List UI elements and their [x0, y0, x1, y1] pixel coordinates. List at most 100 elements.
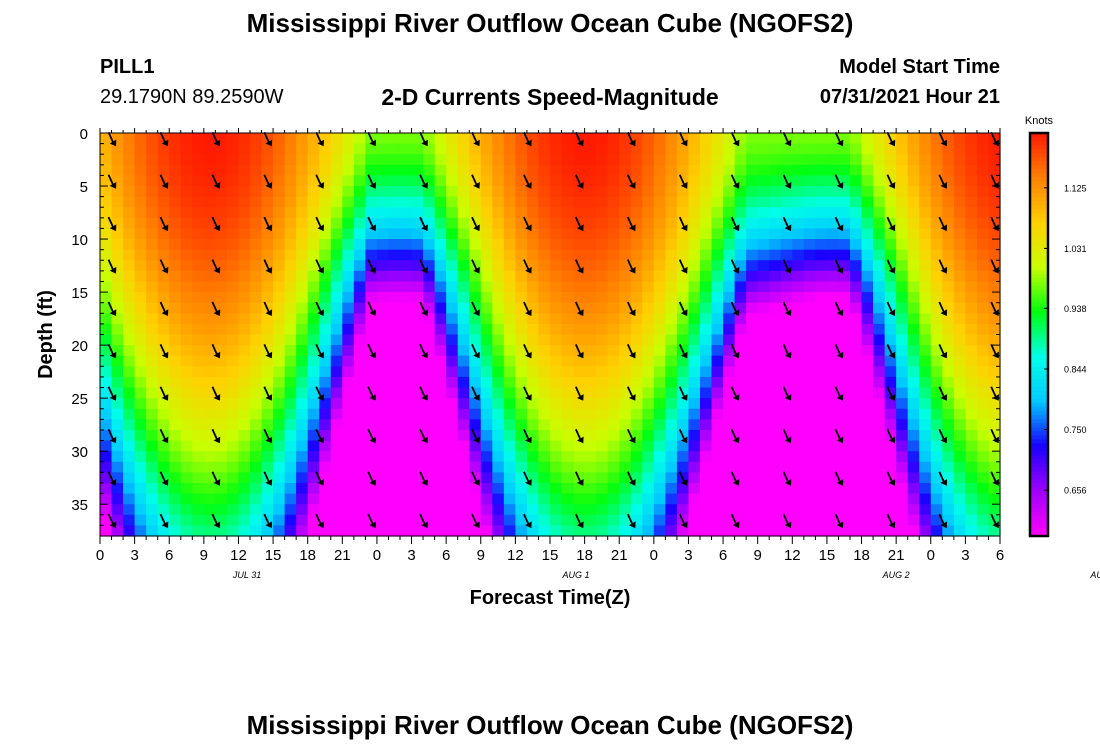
heatmap-cell [111, 133, 124, 145]
heatmap-cell [573, 323, 586, 336]
heatmap-cell [330, 164, 343, 177]
heatmap-cell [769, 440, 782, 452]
heatmap-cell [273, 143, 286, 155]
heatmap-cell [388, 472, 401, 484]
heatmap-cell [850, 493, 863, 505]
current-arrow [834, 131, 844, 147]
heatmap-cell [676, 419, 690, 431]
colorbar-segment [1030, 137, 1048, 142]
heatmap-cell [434, 196, 447, 208]
current-arrow [419, 428, 428, 444]
heatmap-cell [734, 419, 747, 431]
heatmap-cell [423, 472, 436, 484]
heatmap-cell [330, 260, 343, 272]
heatmap-cell [526, 504, 540, 516]
heatmap-cell [307, 323, 320, 336]
heatmap-cell [642, 408, 655, 420]
heatmap-cell [976, 323, 990, 336]
heatmap-cell [319, 355, 332, 367]
heatmap-cell [469, 440, 482, 452]
current-arrow [886, 301, 896, 316]
heatmap-cell [307, 270, 320, 283]
heatmap-cell [515, 472, 528, 484]
heatmap-cell [526, 419, 540, 431]
heatmap-cell [353, 228, 366, 240]
current-arrow [367, 174, 376, 189]
heatmap-cell [584, 398, 597, 410]
heatmap-cell [273, 281, 286, 293]
heatmap-cell [873, 302, 886, 314]
heatmap-cell [307, 525, 320, 537]
heatmap-cell [573, 525, 586, 537]
heatmap-cell [792, 504, 805, 516]
heatmap-cell [111, 186, 124, 198]
heatmap-cell [411, 355, 424, 367]
heatmap-cell [826, 186, 840, 198]
heatmap-cell [930, 249, 943, 261]
heatmap-cell [457, 270, 470, 283]
heatmap-cell [353, 334, 366, 346]
current-arrow [678, 259, 688, 274]
heatmap-cell [723, 154, 736, 166]
colorbar-segment [1030, 149, 1048, 154]
heatmap-cell [169, 334, 182, 346]
current-arrow [315, 174, 324, 189]
heatmap-cell [953, 398, 966, 410]
heatmap-cell [100, 366, 113, 378]
heatmap-cell [711, 217, 724, 230]
heatmap-cell [653, 175, 666, 187]
heatmap-cell [261, 376, 274, 389]
heatmap-cell [469, 196, 482, 208]
heatmap-cell [411, 186, 424, 198]
heatmap-cell [642, 451, 655, 463]
heatmap-cell [919, 355, 932, 367]
heatmap-cell [123, 514, 136, 526]
heatmap-cell [919, 143, 932, 155]
current-arrow [315, 513, 324, 529]
current-arrow [990, 131, 999, 147]
heatmap-cell [226, 419, 240, 431]
heatmap-cell [734, 175, 747, 187]
heatmap-cell [815, 207, 828, 219]
heatmap-cell [134, 387, 147, 399]
heatmap-cell [988, 366, 1001, 378]
heatmap-cell [642, 175, 655, 187]
heatmap-cell [284, 228, 297, 240]
heatmap-cell [434, 461, 447, 473]
heatmap-cell [446, 270, 459, 283]
heatmap-cell [953, 419, 966, 431]
colorbar-tick-label: 0.938 [1064, 304, 1087, 314]
heatmap-cell [250, 249, 263, 261]
heatmap-cell [411, 313, 424, 325]
heatmap-cell [538, 281, 551, 293]
colorbar-segment [1030, 253, 1048, 259]
heatmap-cell [734, 270, 747, 283]
heatmap-cell [815, 504, 828, 516]
heatmap-cell [353, 281, 366, 293]
heatmap-cell [526, 429, 540, 442]
heatmap-cell [296, 249, 309, 261]
heatmap-cell [930, 186, 943, 198]
current-vectors [107, 131, 999, 529]
heatmap-cell [215, 143, 228, 155]
heatmap-cell [596, 514, 609, 526]
heatmap-cell [284, 525, 297, 537]
heatmap-cell [826, 175, 840, 187]
heatmap-cell [919, 164, 932, 177]
x-tick-label: 12 [784, 547, 801, 564]
colorbar-segment [1030, 326, 1048, 332]
current-arrow [159, 471, 169, 486]
heatmap-cell [573, 143, 586, 155]
heatmap-cell [665, 482, 678, 495]
heatmap-cell [296, 440, 309, 452]
heatmap-cell [734, 376, 747, 389]
heatmap-cell [192, 292, 205, 304]
current-arrow [263, 131, 273, 147]
heatmap-cell [769, 461, 782, 473]
heatmap-cell [873, 408, 886, 420]
heatmap-cell [792, 323, 805, 336]
heatmap-cell [607, 228, 620, 240]
heatmap-cell [134, 186, 147, 198]
heatmap-cell [942, 472, 955, 484]
current-arrow [678, 513, 688, 529]
